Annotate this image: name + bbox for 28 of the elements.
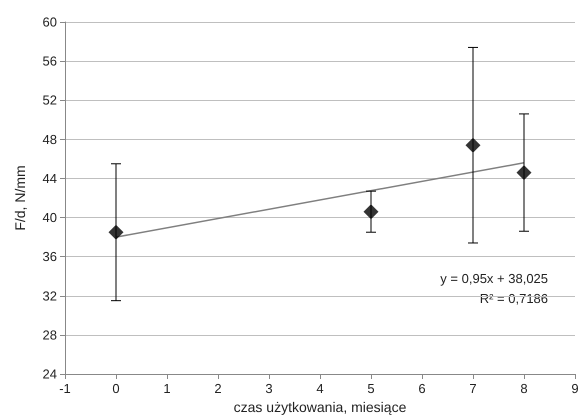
y-tick-label: 48 — [42, 132, 57, 147]
x-tick-label: 7 — [469, 381, 477, 396]
x-tick-label: 6 — [418, 381, 426, 396]
y-tick-label: 56 — [42, 54, 57, 69]
y-tick-label: 40 — [42, 210, 57, 226]
x-tick-label: 4 — [316, 381, 324, 396]
point — [108, 224, 124, 240]
x-tick-label: 1 — [163, 381, 171, 396]
y-tick-label: 36 — [42, 249, 57, 264]
y-tick-label: 32 — [42, 288, 57, 304]
x-tick-label: 8 — [520, 381, 528, 396]
y-tick-label: 60 — [42, 14, 57, 30]
x-tick-label: -1 — [59, 381, 71, 396]
x-tick-label: 3 — [265, 381, 273, 396]
x-tick-label: 0 — [112, 381, 120, 396]
x-tick-label: 5 — [367, 381, 375, 396]
y-tick-label: 28 — [42, 327, 57, 342]
annotation: y = 0,95x + 38,025 — [440, 271, 548, 286]
x-axis-title: czas użytkowania, miesiące — [234, 399, 407, 415]
y-tick-label: 52 — [42, 92, 57, 108]
y-tick-label: 44 — [42, 170, 57, 186]
x-tick-label: 2 — [214, 381, 222, 396]
x-tick-label: 9 — [571, 381, 579, 396]
point — [516, 165, 532, 180]
y-axis-title: F/d, N/mm — [12, 165, 28, 231]
point — [364, 204, 378, 220]
point — [466, 138, 480, 153]
y-tick-label: 24 — [42, 366, 57, 382]
